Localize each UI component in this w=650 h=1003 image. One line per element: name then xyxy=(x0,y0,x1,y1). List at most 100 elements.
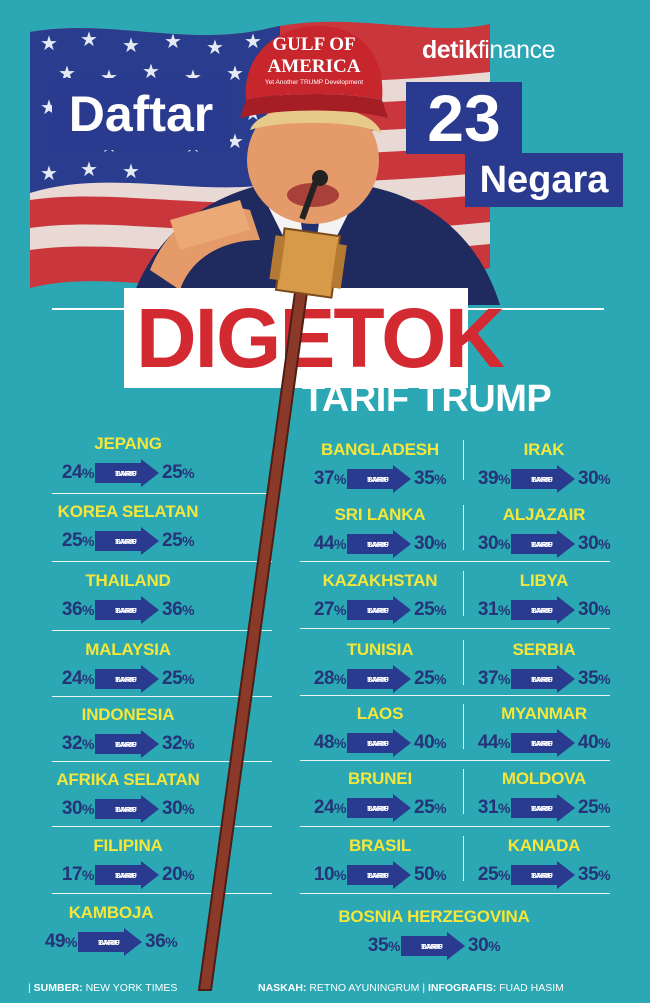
percent-sign: % xyxy=(488,938,501,954)
new-tariff: 36% xyxy=(162,599,195,621)
arrow-label-line1: TARIF xyxy=(115,805,137,814)
country-entry: BOSNIA HERZEGOVINA 35% TARIF BARU 30% xyxy=(314,907,554,960)
row-divider xyxy=(52,630,272,631)
arrow-label-line1: TARIF xyxy=(531,606,553,615)
arrow-label-line1: TARIF xyxy=(115,606,137,615)
percent-sign: % xyxy=(82,867,94,883)
new-tariff-value: 25 xyxy=(414,599,435,620)
arrow-label: TARIF BARU xyxy=(102,464,137,478)
country-name: BOSNIA HERZEGOVINA xyxy=(338,907,530,926)
new-tariff: 35% xyxy=(578,668,611,690)
country-name: MOLDOVA xyxy=(501,769,587,788)
arrow-right-icon xyxy=(511,861,575,889)
arrow-right-icon xyxy=(347,530,411,558)
svg-text:★: ★ xyxy=(244,29,262,53)
old-tariff: 25% xyxy=(61,530,95,552)
arrow-label-line1: TARIF xyxy=(367,675,389,684)
row-divider xyxy=(52,561,272,562)
country-entry: KANADA 25% TARIF BARU 35% xyxy=(424,836,650,889)
old-tariff: 24% xyxy=(62,462,95,484)
new-tariff: 20% xyxy=(162,864,195,886)
new-tariff: 25% xyxy=(578,797,611,819)
row-divider xyxy=(300,826,610,827)
new-tariff-value: 20 xyxy=(162,864,183,885)
arrow-label-line2: BARU xyxy=(115,740,137,749)
tariff-row: 44% TARIF BARU 30% xyxy=(260,530,500,558)
subheadline: TARIF TRUMP xyxy=(302,378,552,420)
arrow-label-line1: TARIF xyxy=(115,537,137,546)
svg-text:★: ★ xyxy=(226,129,244,153)
hat-text-1: GULF OF xyxy=(272,34,355,55)
tariff-row: 24% TARIF BARU 25% xyxy=(260,794,500,822)
tariff-row: 39% TARIF BARU 30% xyxy=(424,465,650,493)
country-entry: LAOS 48% TARIF BARU 40% xyxy=(260,704,500,757)
arrow-label-line1: TARIF xyxy=(531,540,553,549)
new-tariff: 30% xyxy=(578,468,611,490)
arrow-right-icon xyxy=(95,527,159,555)
percent-sign: % xyxy=(182,533,195,549)
arrow-label: TARIF BARU xyxy=(354,670,389,684)
tariff-row: 44% TARIF BARU 40% xyxy=(424,729,650,757)
country-name: JEPANG xyxy=(94,434,162,453)
old-tariff-value: 39 xyxy=(477,468,499,489)
old-tariff: 24% xyxy=(314,797,347,819)
country-entry: KAZAKHSTAN 27% TARIF BARU 25% xyxy=(260,571,500,624)
new-tariff: 30% xyxy=(578,533,611,555)
percent-sign: % xyxy=(182,671,195,687)
svg-text:★: ★ xyxy=(122,33,140,57)
arrow-label-line2: BARU xyxy=(367,675,389,684)
arrow-label-line2: BARU xyxy=(367,739,389,748)
arrow-right-icon xyxy=(511,729,575,757)
new-tariff-value: 30 xyxy=(162,798,183,819)
percent-sign: % xyxy=(182,736,195,752)
country-entry: ALJAZAIR 30% TARIF BARU 30% xyxy=(424,505,650,558)
arrow-label: TARIF BARU xyxy=(518,535,553,549)
country-entry: LIBYA 31% TARIF BARU 30% xyxy=(424,571,650,624)
arrow-right-icon xyxy=(347,729,411,757)
new-tariff-value: 36 xyxy=(162,599,183,620)
tariff-row: 10% TARIF BARU 50% xyxy=(260,861,500,889)
svg-text:★: ★ xyxy=(40,161,58,185)
percent-sign: % xyxy=(334,536,346,552)
arrow-right-icon xyxy=(401,932,465,960)
tariff-row: 35% TARIF BARU 30% xyxy=(314,932,554,960)
arrow-label-line2: BARU xyxy=(421,942,443,951)
arrow-right-icon xyxy=(511,794,575,822)
new-tariff: 25% xyxy=(162,530,195,552)
column-divider xyxy=(463,704,464,749)
old-tariff: 37% xyxy=(314,468,347,490)
old-tariff-value: 37 xyxy=(477,668,499,689)
new-tariff-value: 40 xyxy=(578,732,599,753)
tariff-row: 25% TARIF BARU 35% xyxy=(424,861,650,889)
country-name: AFRIKA SELATAN xyxy=(56,770,200,789)
arrow-right-icon xyxy=(95,459,159,487)
country-entry: INDONESIA 32% TARIF BARU 32% xyxy=(8,705,248,758)
new-tariff-value: 25 xyxy=(414,668,435,689)
new-tariff-arrow: TARIF BARU xyxy=(401,932,467,960)
new-tariff-arrow: TARIF BARU xyxy=(347,861,413,889)
arrow-label-line1: TARIF xyxy=(367,540,389,549)
tariff-row: 17% TARIF BARU 20% xyxy=(8,861,248,889)
country-name: LAOS xyxy=(356,704,404,723)
percent-sign: % xyxy=(498,800,510,816)
percent-sign: % xyxy=(598,471,611,487)
percent-sign: % xyxy=(498,735,510,751)
country-entry: BRASIL 10% TARIF BARU 50% xyxy=(260,836,500,889)
old-tariff: 30% xyxy=(62,798,95,820)
percent-sign: % xyxy=(598,735,611,751)
arrow-right-icon xyxy=(511,596,575,624)
new-tariff: 35% xyxy=(578,864,611,886)
arrow-label-line2: BARU xyxy=(531,540,553,549)
percent-sign: % xyxy=(598,536,611,552)
old-tariff: 49% xyxy=(45,931,78,953)
arrow-label: TARIF BARU xyxy=(408,937,443,951)
country-name: IRAK xyxy=(523,440,565,459)
brand-logo: detikfinance xyxy=(422,36,555,65)
country-name: BRASIL xyxy=(348,836,412,855)
old-tariff-value: 25 xyxy=(61,530,83,551)
row-divider xyxy=(52,893,272,894)
row-divider xyxy=(52,826,272,827)
percent-sign: % xyxy=(434,671,447,687)
arrow-label-line1: TARIF xyxy=(421,942,443,951)
old-tariff-value: 44 xyxy=(477,732,499,753)
